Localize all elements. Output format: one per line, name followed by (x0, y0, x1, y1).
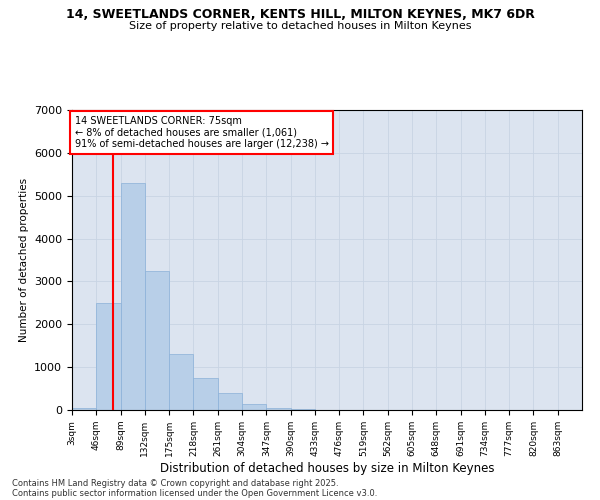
Bar (193, 378, 218, 410)
Bar (145, 270, 169, 410)
Text: Size of property relative to detached houses in Milton Keynes: Size of property relative to detached ho… (129, 21, 471, 31)
Text: Contains HM Land Registry data © Crown copyright and database right 2025.: Contains HM Land Registry data © Crown c… (12, 478, 338, 488)
Text: Contains public sector information licensed under the Open Government Licence v3: Contains public sector information licen… (12, 488, 377, 498)
Bar (169, 354, 193, 410)
Bar (242, 404, 266, 410)
Bar (290, 408, 315, 410)
Bar (121, 183, 145, 410)
Text: 14, SWEETLANDS CORNER, KENTS HILL, MILTON KEYNES, MK7 6DR: 14, SWEETLANDS CORNER, KENTS HILL, MILTO… (65, 8, 535, 20)
Bar (96, 303, 121, 410)
Bar (218, 393, 242, 410)
Y-axis label: Number of detached properties: Number of detached properties (19, 178, 29, 342)
Bar (266, 408, 290, 410)
X-axis label: Distribution of detached houses by size in Milton Keynes: Distribution of detached houses by size … (160, 462, 494, 474)
Bar (72, 408, 96, 410)
Text: 14 SWEETLANDS CORNER: 75sqm
← 8% of detached houses are smaller (1,061)
91% of s: 14 SWEETLANDS CORNER: 75sqm ← 8% of deta… (74, 116, 329, 149)
